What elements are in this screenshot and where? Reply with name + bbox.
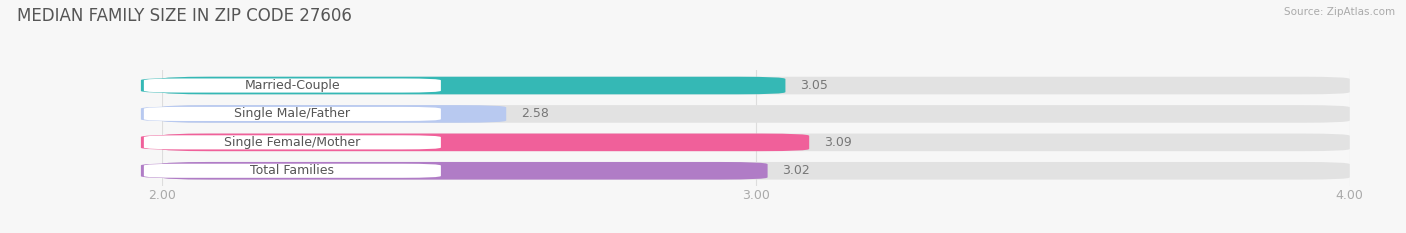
FancyBboxPatch shape: [162, 77, 786, 94]
FancyBboxPatch shape: [143, 79, 441, 93]
FancyBboxPatch shape: [162, 105, 1350, 123]
FancyBboxPatch shape: [162, 162, 768, 180]
FancyBboxPatch shape: [162, 105, 506, 123]
FancyBboxPatch shape: [162, 162, 1350, 180]
Text: Single Female/Mother: Single Female/Mother: [224, 136, 360, 149]
FancyBboxPatch shape: [141, 106, 444, 121]
Text: 2.58: 2.58: [522, 107, 548, 120]
Text: 3.02: 3.02: [783, 164, 810, 177]
FancyBboxPatch shape: [143, 107, 441, 121]
FancyBboxPatch shape: [162, 134, 1350, 151]
FancyBboxPatch shape: [141, 135, 444, 150]
FancyBboxPatch shape: [141, 163, 444, 178]
FancyBboxPatch shape: [141, 78, 444, 93]
Text: Source: ZipAtlas.com: Source: ZipAtlas.com: [1284, 7, 1395, 17]
Text: Total Families: Total Families: [250, 164, 335, 177]
FancyBboxPatch shape: [143, 135, 441, 149]
Text: Married-Couple: Married-Couple: [245, 79, 340, 92]
Text: 3.05: 3.05: [800, 79, 828, 92]
FancyBboxPatch shape: [162, 77, 1350, 94]
Text: MEDIAN FAMILY SIZE IN ZIP CODE 27606: MEDIAN FAMILY SIZE IN ZIP CODE 27606: [17, 7, 352, 25]
Text: Single Male/Father: Single Male/Father: [235, 107, 350, 120]
Text: 3.09: 3.09: [824, 136, 852, 149]
FancyBboxPatch shape: [143, 164, 441, 178]
FancyBboxPatch shape: [162, 134, 810, 151]
